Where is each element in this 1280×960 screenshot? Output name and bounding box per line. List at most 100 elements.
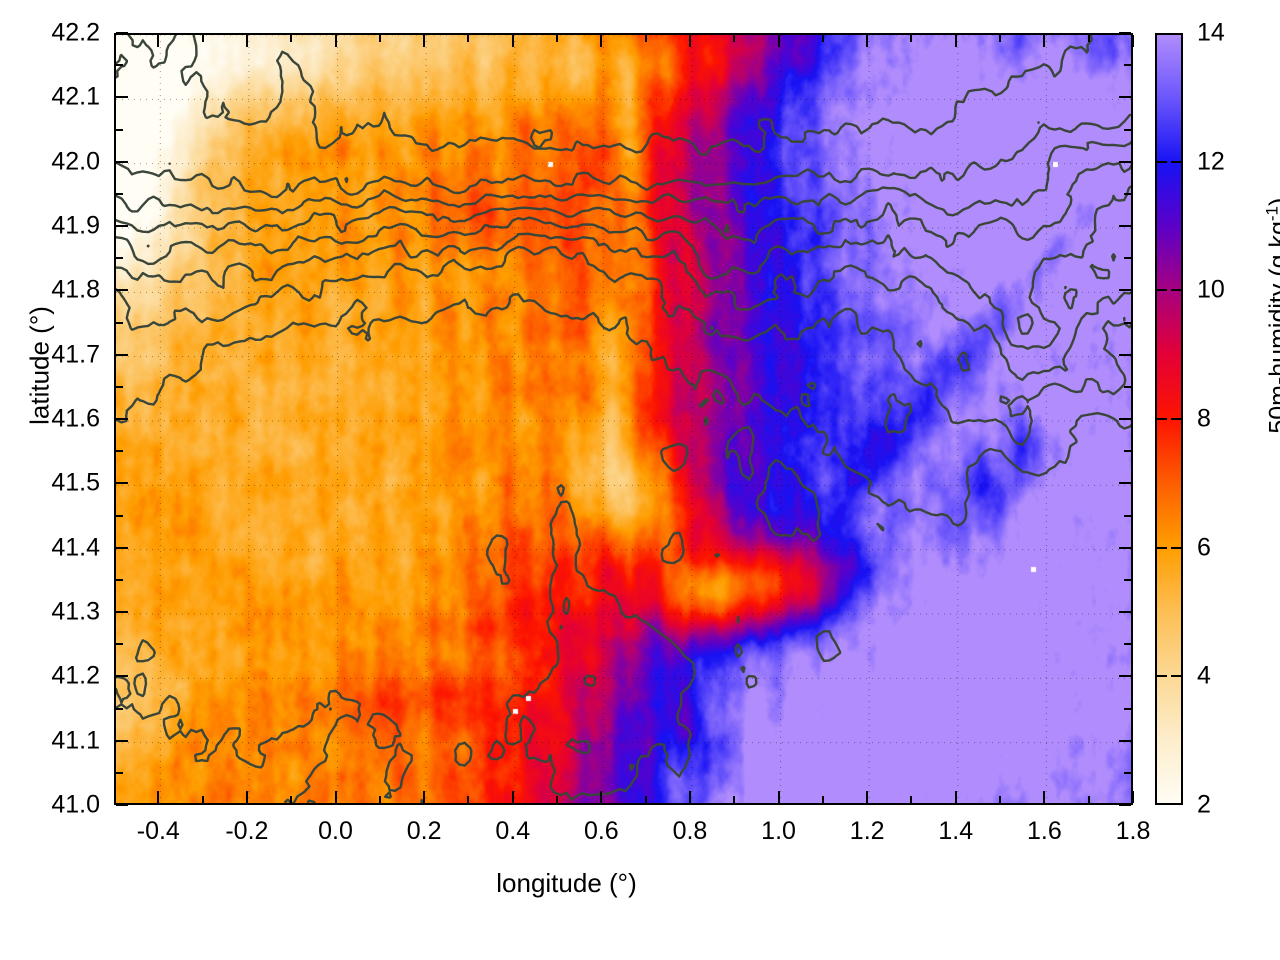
x-axis-tick — [777, 35, 780, 47]
plot-area — [114, 33, 1133, 805]
y-axis-tick — [1124, 257, 1131, 260]
x-axis-tick — [644, 35, 647, 42]
y-axis-tick — [116, 707, 123, 710]
x-axis-tick-label: -0.2 — [225, 817, 269, 845]
x-axis-tick — [954, 791, 957, 803]
colorbar-tick-label: 10 — [1197, 275, 1225, 304]
y-axis-tick — [1124, 192, 1131, 195]
x-axis-tick-label: 1.4 — [938, 817, 974, 845]
x-axis-tick — [954, 35, 957, 47]
y-axis-tick — [116, 225, 128, 227]
y-axis-tick — [1119, 482, 1131, 485]
x-axis-tick — [866, 35, 869, 47]
y-axis-tick — [1124, 771, 1131, 774]
y-axis-tick — [1124, 385, 1131, 388]
y-axis-tick-label: 42.1 — [51, 82, 100, 111]
x-axis-tick — [777, 791, 780, 803]
y-axis-tick — [116, 771, 123, 774]
colorbar-tick — [1157, 546, 1167, 549]
y-axis-tick — [1119, 96, 1131, 99]
y-axis-tick — [116, 546, 128, 549]
x-axis-tick — [423, 791, 426, 803]
colorbar-title-tail: ) — [1265, 198, 1280, 206]
y-axis-tick — [116, 482, 128, 485]
y-axis-tick — [116, 160, 128, 163]
y-axis-tick — [116, 675, 128, 678]
y-axis-tick — [1119, 675, 1131, 678]
y-axis-tick — [1124, 514, 1131, 517]
x-axis-title: longitude (°) — [496, 868, 637, 898]
y-axis-tick — [1119, 546, 1131, 549]
colorbar-tick — [1157, 675, 1167, 678]
x-axis-tick — [866, 791, 869, 803]
x-axis-tick — [378, 796, 381, 803]
y-axis-tick-label: 41.1 — [51, 726, 100, 755]
x-axis-tick — [1043, 35, 1046, 47]
x-axis-tick — [1087, 35, 1090, 42]
y-axis-tick — [116, 289, 128, 292]
x-axis-tick — [467, 796, 470, 803]
y-axis-tick — [116, 96, 128, 99]
y-axis-tick — [116, 578, 123, 581]
colorbar-tick-label: 6 — [1197, 533, 1211, 562]
x-axis-tick — [910, 35, 913, 42]
y-axis-tick — [116, 418, 128, 420]
colorbar-tick — [1157, 418, 1167, 420]
y-axis-tick — [116, 385, 123, 388]
x-axis-tick — [644, 796, 647, 803]
x-axis-tick-label: -0.4 — [136, 817, 180, 845]
x-axis-tick — [688, 35, 691, 47]
colorbar-tick — [1171, 675, 1181, 678]
x-axis-tick — [157, 35, 160, 47]
x-axis-tick — [733, 35, 736, 42]
y-axis-tick — [116, 804, 128, 806]
colorbar-tick-label: 14 — [1197, 18, 1225, 47]
y-axis-tick — [1119, 289, 1131, 292]
y-axis-tick-label: 41.3 — [51, 597, 100, 626]
x-axis-tick-label: 0.0 — [318, 817, 353, 845]
terrain-contour-overlay — [116, 35, 1131, 803]
x-axis-tick — [556, 796, 559, 803]
plot-gridlines — [116, 35, 1131, 803]
y-axis-tick-label: 41.4 — [51, 533, 100, 562]
x-axis-tick-label: 0.2 — [406, 817, 442, 845]
y-axis-tick — [1119, 353, 1131, 356]
y-axis-tick — [116, 128, 123, 131]
y-axis-tick — [116, 64, 123, 67]
y-axis-tick — [116, 353, 128, 356]
y-axis-tick — [1124, 578, 1131, 581]
x-axis-tick — [157, 791, 160, 803]
y-axis-tick — [116, 321, 123, 324]
x-axis-tick — [290, 35, 293, 42]
x-axis-tick — [334, 791, 337, 803]
y-axis-tick — [116, 192, 123, 195]
x-axis-tick — [511, 791, 514, 803]
x-axis-tick — [201, 796, 204, 803]
y-axis-tick — [1119, 160, 1131, 163]
y-axis-tick-label: 41.6 — [51, 404, 100, 433]
colorbar-tick — [1157, 289, 1167, 292]
x-axis-tick-label: 1.6 — [1027, 817, 1062, 845]
x-axis-tick — [245, 791, 248, 803]
humidity-heatmap-canvas — [116, 35, 1131, 803]
y-axis-title: latitude (°) — [24, 306, 55, 425]
x-axis-tick — [334, 35, 337, 47]
y-axis-tick-label: 42.2 — [51, 18, 100, 47]
y-axis-tick — [1119, 418, 1131, 420]
x-axis-tick-label: 0.6 — [583, 817, 619, 845]
x-axis-tick — [733, 796, 736, 803]
y-axis-tick — [1124, 707, 1131, 710]
y-axis-tick — [116, 739, 128, 742]
y-axis-tick — [116, 450, 123, 453]
colorbar-tick — [1171, 418, 1181, 420]
y-axis-tick — [1124, 643, 1131, 646]
x-axis-tick — [910, 796, 913, 803]
x-axis-tick — [999, 796, 1002, 803]
colorbar-title-exponent: -1 — [1262, 205, 1280, 222]
x-axis-tick — [821, 796, 824, 803]
x-axis-tick — [821, 35, 824, 42]
x-axis-tick-label: 0.4 — [495, 817, 531, 845]
y-axis-tick — [1119, 225, 1131, 227]
x-axis-tick — [1132, 35, 1134, 47]
